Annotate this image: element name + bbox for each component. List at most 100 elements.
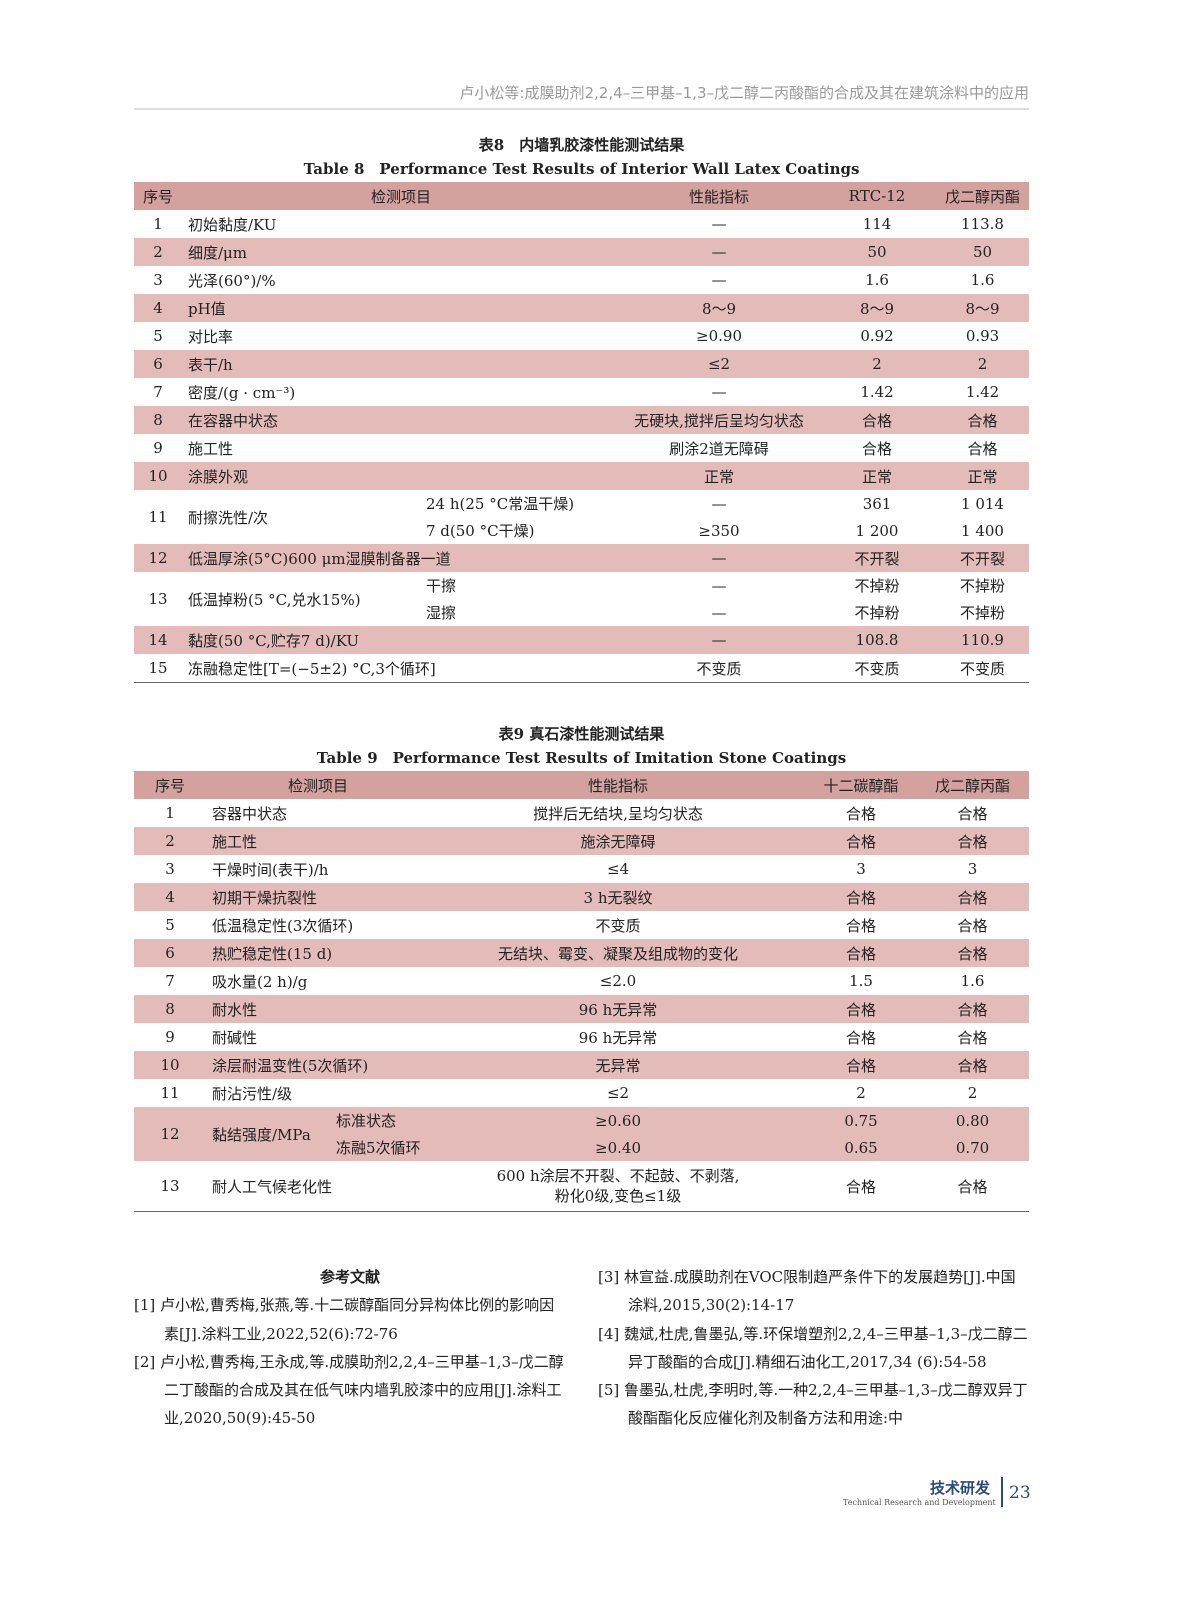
table-cell: 初期干燥抗裂性: [206, 883, 431, 911]
table-cell: 细度/μm: [182, 238, 621, 266]
table-row: 7 密度/(g · cm⁻³) — 1.42 1.42: [134, 378, 1029, 406]
table-cell: 13: [148, 590, 168, 608]
table9-title-en: Table 9 Performance Test Results of Imit…: [316, 749, 847, 767]
column-header: RTC-12: [818, 182, 937, 210]
table-cell: 无结块、霉变、凝聚及组成物的变化: [430, 939, 807, 967]
table-row: 3 光泽(60°)/% — 1.6 1.6: [134, 266, 1029, 294]
table-cell: ≥350: [698, 521, 740, 540]
table-cell: —: [711, 271, 727, 289]
table-cell: 黏结强度/MPa: [206, 1107, 330, 1161]
table-row: 12 低温厚涂(5°C)600 μm湿膜制备器一道 — 不开裂 不开裂: [134, 544, 1030, 572]
table-cell: 不掉粉: [960, 604, 1006, 622]
table-cell: 合格: [957, 804, 988, 823]
table-cell: 不变质: [696, 659, 742, 678]
table-cell: 10: [134, 1051, 206, 1079]
table-cell: 1.42: [965, 383, 1000, 401]
table-row: 10 涂膜外观 正常 正常 正常: [134, 462, 1030, 490]
table-cell: 不变质: [960, 659, 1006, 678]
table-cell: 耐沾污性/级: [212, 1084, 293, 1103]
table-row: 湿擦 — 不掉粉 不掉粉: [134, 599, 1029, 626]
table-cell: 4: [134, 294, 182, 322]
table-cell: 合格: [967, 439, 998, 458]
table-cell: 耐碱性: [212, 1028, 258, 1047]
table-cell: 1.42: [860, 383, 894, 401]
table-row: 10 涂层耐温变性(5次循环) 无异常 合格 合格: [134, 1051, 1030, 1079]
table-cell: 合格: [916, 883, 1030, 911]
table-cell: 1 400: [961, 521, 1004, 540]
table-cell: 12: [134, 544, 182, 572]
table-cell: ≤2: [606, 1084, 630, 1102]
table-row: 9 施工性 刷涂2道无障碍 合格 合格: [134, 434, 1029, 462]
table-row: 4 pH值 8～9 8～9 8～9: [134, 294, 1030, 322]
table-cell: 2: [818, 350, 937, 378]
table-cell: 涂膜外观: [182, 462, 621, 490]
table-cell: ≥0.40: [430, 1134, 807, 1161]
table-row: 13 耐人工气候老化性 600 h涂层不开裂、不起鼓、不剥落, 粉化0级,变色≤1级 合…: [134, 1161, 1029, 1212]
table-row: 7 d(50 °C干燥) ≥350 1 200 1 400: [134, 517, 1029, 544]
table-cell: 合格: [916, 1051, 1030, 1079]
table-cell: 24 h(25 °C常温干燥): [426, 495, 575, 513]
table-row: 4 初期干燥抗裂性 3 h无裂纹 合格 合格: [134, 883, 1030, 911]
table-cell: 合格: [806, 939, 917, 967]
table-cell: 合格: [957, 1028, 988, 1047]
column-header: 序号: [134, 771, 206, 799]
column-header: 性能指标: [430, 771, 807, 799]
table-cell: 不开裂: [818, 544, 937, 572]
table-cell: 3: [153, 271, 163, 289]
table-cell: 低温稳定性(3次循环): [212, 916, 354, 935]
table-cell: 不掉粉: [960, 577, 1006, 595]
table-cell: 合格: [936, 406, 1030, 434]
table-cell: 96 h无异常: [430, 995, 807, 1023]
table-cell: 13: [160, 1177, 180, 1195]
table-row: 13 低温掉粉(5 °C,兑水15%) 干擦 — 不掉粉 不掉粉: [134, 572, 1029, 609]
table-cell: 114: [862, 215, 892, 233]
table-cell: 表干/h: [182, 350, 621, 378]
table-row: 冻融5次循环 ≥0.40 0.65 0.70: [134, 1134, 1030, 1161]
table-cell: 8: [134, 406, 182, 434]
table-cell: 耐水性: [206, 995, 431, 1023]
table-cell: —: [711, 576, 727, 595]
table-cell: 无硬块,搅拌后呈均匀状态: [620, 406, 819, 434]
table-row: 12 黏结强度/MPa 标准状态 ≥0.60 0.75 0.80: [134, 1107, 1030, 1161]
table-cell: 施工性: [188, 439, 234, 458]
table-cell: pH值: [182, 294, 621, 322]
table-cell: 1 200: [855, 521, 899, 540]
table9-title-cn: 表9 真石漆性能测试结果: [498, 725, 665, 743]
table-cell: 7: [165, 972, 175, 990]
column-header: 十二碳醇酯: [806, 771, 917, 799]
table-cell: 3: [165, 860, 175, 878]
table-cell: 不变质: [854, 659, 900, 678]
reference-item: [1] 卢小松,曹秀梅,张燕,等.十二碳醇酯同分异构体比例的影响因素[J].涂料…: [134, 1296, 555, 1343]
table-row: 7 吸水量(2 h)/g ≤2.0 1.5 1.6: [134, 967, 1029, 995]
table-cell: 施工性: [206, 827, 431, 855]
table-row: 11 耐擦洗性/次 24 h(25 °C常温干燥) — 361 1 014: [134, 490, 1029, 527]
table-cell: 搅拌后无结块,呈均匀状态: [533, 804, 703, 823]
table-cell: —: [711, 494, 727, 513]
table-cell: 光泽(60°)/%: [188, 271, 276, 290]
table-row: 2 施工性 施涂无障碍 合格 合格: [134, 827, 1030, 855]
table-cell: 在容器中状态: [182, 406, 621, 434]
table-cell: 3: [856, 860, 866, 878]
table-cell: 6: [134, 939, 206, 967]
references-right: [3] 林宣益.成膜助剂在VOC限制趋严条件下的发展趋势[J].中国涂料,201…: [598, 1263, 1030, 1433]
table-cell: 8～9: [936, 294, 1030, 322]
table-cell: 108.8: [818, 626, 937, 654]
table-cell: 1.6: [970, 271, 995, 289]
column-header: 戊二醇丙酯: [936, 182, 1030, 210]
table-cell: 合格: [806, 995, 917, 1023]
reference-item: [5] 鲁墨弘,杜虎,李明时,等.一种2,2,4–三甲基–1,3–戊二醇双异丁酸…: [598, 1381, 1028, 1428]
table-header: 序号 检测项目 性能指标 RTC-12 戊二醇丙酯: [134, 182, 1030, 210]
table-row: 3 干燥时间(表干)/h ≤4 3 3: [134, 855, 1029, 883]
table8-title-cn: 表8 内墙乳胶漆性能测试结果: [478, 136, 685, 154]
table-row: 5 低温稳定性(3次循环) 不变质 合格 合格: [134, 911, 1029, 939]
table-cell: 50: [818, 238, 937, 266]
table-cell: 正常: [818, 462, 937, 490]
table-cell: 2: [134, 238, 182, 266]
table-cell: 合格: [846, 916, 877, 935]
table-row: 1 初始黏度/KU — 114 113.8: [134, 210, 1029, 238]
page-number: 23: [1009, 1483, 1031, 1503]
table-row: 14 黏度(50 °C,贮存7 d)/KU —108.8 110.9: [134, 626, 1030, 654]
table-cell: —: [711, 603, 727, 622]
table-cell: 合格: [957, 916, 988, 935]
table-cell: 低温掉粉(5 °C,兑水15%): [188, 590, 361, 609]
